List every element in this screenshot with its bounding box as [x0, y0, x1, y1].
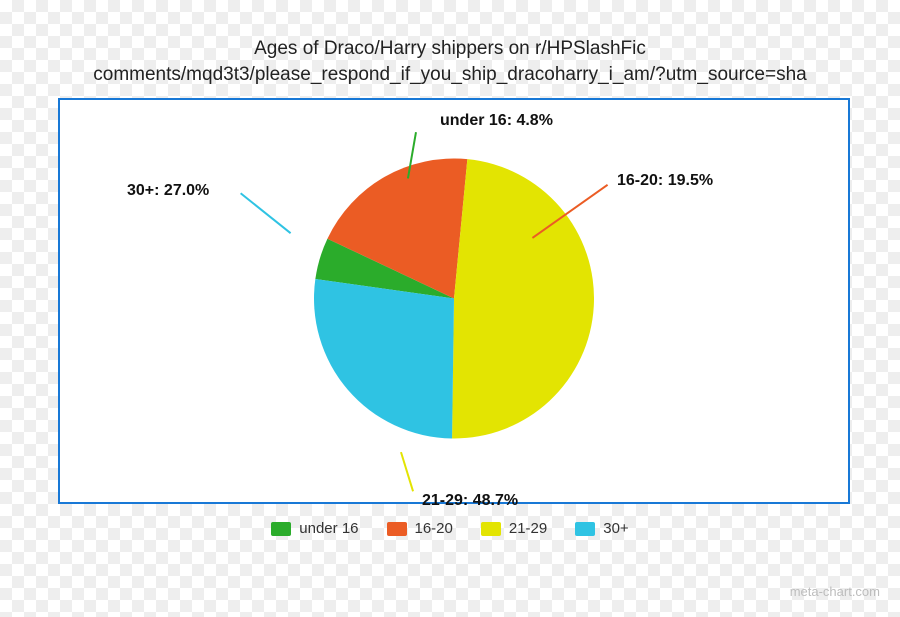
legend-swatch	[575, 522, 595, 536]
legend-label: 16-20	[415, 520, 453, 537]
slice-label-30_plus: 30+: 27.0%	[127, 182, 209, 200]
legend-swatch	[387, 522, 407, 536]
legend-item: 16-20	[387, 520, 453, 537]
watermark: meta-chart.com	[790, 584, 880, 599]
title-line-2: comments/mqd3t3/please_respond_if_you_sh…	[0, 62, 900, 88]
legend-item: 21-29	[481, 520, 547, 537]
legend: under 16 16-20 21-29 30+	[0, 520, 900, 540]
legend-label: 21-29	[509, 520, 547, 537]
slice-label-16_20: 16-20: 19.5%	[617, 172, 713, 190]
chart-titles: Ages of Draco/Harry shippers on r/HPSlas…	[0, 36, 900, 87]
legend-label: under 16	[299, 520, 358, 537]
chart-frame: under 16: 4.8%16-20: 19.5%21-29: 48.7%30…	[58, 98, 850, 504]
legend-item: 30+	[575, 520, 628, 537]
pie-slice-30_plus	[314, 279, 454, 438]
slice-label-21_29: 21-29: 48.7%	[422, 492, 518, 510]
legend-item: under 16	[271, 520, 358, 537]
pie-slice-21_29	[452, 159, 594, 438]
leader-line-30_plus	[240, 192, 291, 234]
leader-line-21_29	[400, 452, 414, 492]
title-line-1: Ages of Draco/Harry shippers on r/HPSlas…	[0, 36, 900, 62]
slice-label-under16: under 16: 4.8%	[440, 112, 553, 130]
legend-label: 30+	[603, 520, 628, 537]
pie-chart	[314, 159, 594, 444]
legend-swatch	[481, 522, 501, 536]
legend-swatch	[271, 522, 291, 536]
